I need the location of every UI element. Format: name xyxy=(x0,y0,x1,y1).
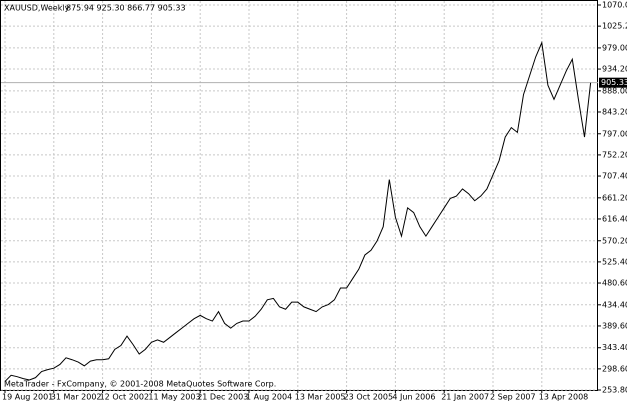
current-price-label: 905.33 xyxy=(601,78,627,87)
y-tick-label: 525.40 xyxy=(602,257,627,266)
x-tick-label: 1 Aug 2004 xyxy=(246,393,292,402)
x-tick-label: 19 Aug 2001 xyxy=(2,393,53,402)
y-tick-label: 298.60 xyxy=(602,364,627,373)
y-tick-label: 1070.00 xyxy=(602,1,627,10)
x-tick-label: 23 Oct 2005 xyxy=(344,393,393,402)
x-tick-label: 11 May 2003 xyxy=(148,393,200,402)
y-tick-label: 707.40 xyxy=(602,172,627,181)
y-tick-label: 480.60 xyxy=(602,279,627,288)
y-tick-label: 343.40 xyxy=(602,343,627,352)
y-tick-label: 888.00 xyxy=(602,86,627,95)
y-tick-label: 752.20 xyxy=(602,150,627,159)
y-tick-label: 1025.20 xyxy=(602,22,627,31)
x-tick-label: 21 Jan 2007 xyxy=(441,393,489,402)
annotation: MetaTrader - FxCompany, © 2001-2008 Meta… xyxy=(4,380,276,389)
y-tick-label: 389.60 xyxy=(602,321,627,330)
y-tick-label: 843.20 xyxy=(602,107,627,116)
y-tick-label: 979.00 xyxy=(602,43,627,52)
y-tick-label: 934.20 xyxy=(602,65,627,74)
y-tick-label: 434.40 xyxy=(602,300,627,309)
y-tick-label: 661.20 xyxy=(602,193,627,202)
price-line xyxy=(4,40,592,382)
x-tick-label: 13 Apr 2008 xyxy=(539,393,588,402)
x-tick-label: 21 Dec 2003 xyxy=(197,393,248,402)
ohlc-text: 875.94 925.30 866.77 905.33 xyxy=(66,4,186,13)
chart-title: XAUUSD,Weekly xyxy=(4,4,70,13)
y-tick-label: 616.40 xyxy=(602,214,627,223)
x-tick-label: 2 Sep 2007 xyxy=(490,393,536,402)
x-tick-label: 13 Mar 2005 xyxy=(295,393,346,402)
x-tick-label: 12 Oct 2002 xyxy=(100,393,149,402)
x-tick-label: 4 Jun 2006 xyxy=(392,393,435,402)
y-tick-label: 253.80 xyxy=(602,386,627,395)
x-tick-label: 31 Mar 2002 xyxy=(51,393,102,402)
current-price-box xyxy=(599,77,627,88)
y-tick-label: 570.20 xyxy=(602,236,627,245)
plot-frame xyxy=(0,0,598,391)
y-tick-label: 797.00 xyxy=(602,129,627,138)
